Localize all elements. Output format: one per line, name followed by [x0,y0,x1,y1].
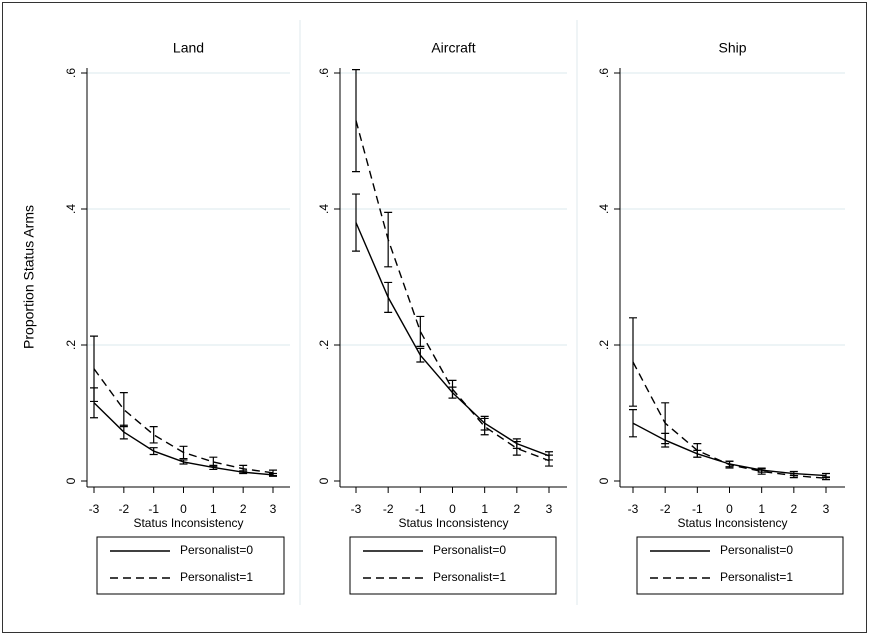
legend-label: Personalist=1 [433,570,506,584]
y-tick-label: .6 [597,68,611,78]
legend-label: Personalist=1 [720,570,793,584]
error-bar [545,454,553,467]
x-tick-label: -3 [89,502,100,516]
x-axis-label: Status Inconsistency [677,516,787,530]
y-tick-label: .4 [317,204,331,214]
error-bar [480,417,489,436]
error-bar [789,472,798,479]
error-bar [629,409,637,438]
error-bar [384,211,393,268]
error-bar [822,476,830,481]
error-bar [119,392,128,428]
x-tick-label: -1 [148,502,159,516]
legend-label: Personalist=1 [180,570,253,584]
y-tick-label: .6 [317,68,331,78]
error-bar [448,379,457,399]
panel-title: Aircraft [431,40,475,56]
x-tick-label: 2 [240,502,247,516]
x-tick-label: -1 [692,502,703,516]
error-bar [149,447,158,456]
error-bar [209,456,218,468]
panel-title: Ship [718,40,746,56]
y-tick-label: 0 [64,477,78,484]
y-tick-label: .4 [64,204,78,214]
legend-label: Personalist=0 [720,543,793,557]
error-bar [661,402,670,445]
x-tick-label: -2 [660,502,671,516]
error-bar [352,193,360,252]
error-bar [416,315,425,347]
x-tick-label: 2 [513,502,520,516]
error-bar [757,468,766,475]
error-bar [179,445,188,460]
x-tick-label: -3 [351,502,362,516]
y-tick-label: .4 [597,204,611,214]
error-bar [149,426,158,444]
y-tick-label: .2 [317,340,331,350]
x-tick-label: 3 [546,502,553,516]
y-tick-label: .2 [64,340,78,350]
error-bar [269,469,277,477]
x-tick-label: 3 [823,502,830,516]
error-bar [384,281,393,313]
x-tick-label: -3 [628,502,639,516]
y-tick-label: .6 [64,68,78,78]
legend-box [349,536,557,595]
x-axis-label: Status Inconsistency [398,516,508,530]
error-bar [629,317,637,407]
legend-box [636,536,844,595]
x-tick-label: 0 [726,502,733,516]
legend-label: Personalist=0 [180,543,253,557]
x-tick-label: 1 [481,502,488,516]
error-bar [512,440,521,456]
x-tick-label: -2 [118,502,129,516]
error-bar [90,335,98,403]
x-axis-label: Status Inconsistency [133,516,243,530]
error-bar [693,443,702,458]
error-bar [179,459,188,465]
y-axis-label: Proportion Status Arms [21,205,37,349]
error-bar [725,460,734,469]
y-tick-label: 0 [597,477,611,484]
x-tick-label: 0 [449,502,456,516]
error-bar [416,347,425,363]
panel-title: Land [173,40,204,56]
x-tick-label: 2 [790,502,797,516]
x-tick-label: -2 [383,502,394,516]
x-tick-label: 1 [758,502,765,516]
error-bar [352,69,360,173]
x-tick-label: 1 [210,502,217,516]
legend-box [96,536,285,595]
legend-label: Personalist=0 [433,543,506,557]
x-tick-label: -1 [415,502,426,516]
y-tick-label: .2 [597,340,611,350]
y-tick-label: 0 [317,477,331,484]
x-tick-label: 3 [270,502,277,516]
x-tick-label: 0 [180,502,187,516]
error-bar [239,464,248,473]
